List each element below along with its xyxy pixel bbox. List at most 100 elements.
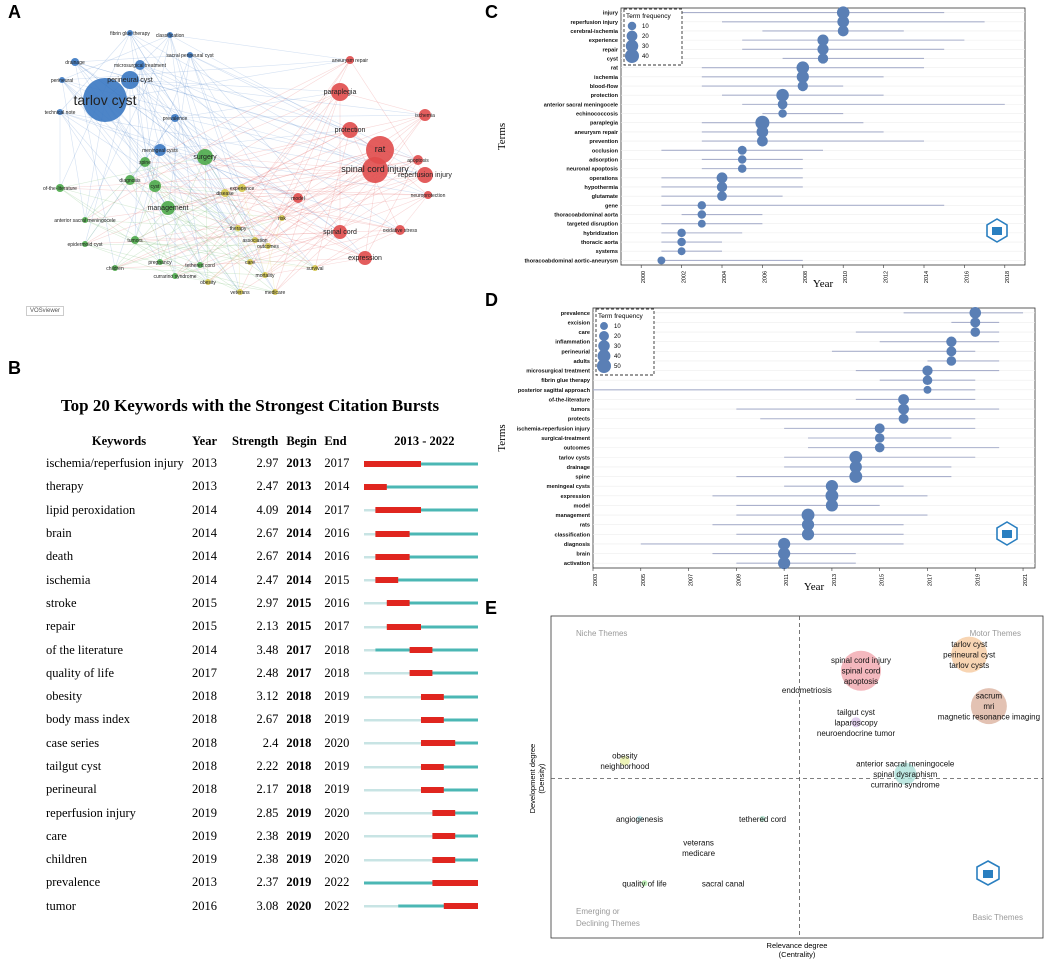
network-edge (224, 129, 351, 194)
burst-active-segment (421, 788, 479, 792)
network-node-label: diagnosis (119, 178, 141, 184)
network-node-label: neuroprotection (411, 193, 446, 199)
begin-cell: 2019 (286, 875, 312, 890)
network-node (197, 149, 213, 165)
burst-red-segment (421, 740, 456, 747)
y-axis-sublabel: (Density) (537, 763, 546, 794)
burst-active-segment (387, 625, 479, 629)
term-point (677, 247, 686, 256)
network-edge (134, 149, 161, 241)
network-edge (114, 267, 266, 276)
burst-red-segment (364, 483, 388, 490)
term-label: excision (568, 320, 591, 326)
burst-inactive-segment (364, 532, 376, 536)
network-node (71, 58, 79, 66)
network-edge (74, 61, 116, 269)
term-label: prevalence (561, 311, 590, 317)
year-cell: 2016 (192, 898, 217, 913)
burst-row: of the literature 2014 3.48 2017 2018 (40, 638, 484, 661)
network-edge (139, 64, 401, 231)
network-node-label: model (291, 196, 305, 202)
network-node (197, 262, 203, 268)
network-edge (169, 34, 201, 266)
network-edge (129, 79, 341, 233)
begin-cell: 2013 (286, 479, 312, 494)
term-label: thoracic aorta (581, 240, 619, 246)
burst-red-segment (432, 810, 456, 817)
network-node-label: rat (375, 144, 386, 154)
network-edge (174, 231, 341, 277)
legend-title: Term frequency (598, 313, 644, 320)
term-point (796, 61, 810, 74)
network-edge (249, 261, 316, 269)
network-edge (139, 64, 226, 194)
theme-label: angiogenesis (616, 815, 663, 824)
term-point (817, 53, 829, 64)
burst-row: ischemia/reperfusion injury 2013 2.97 2013 2… (40, 452, 484, 475)
term-label: spine (575, 475, 590, 481)
burst-timeline-cell (364, 825, 484, 848)
network-edge (129, 79, 276, 293)
network-edge (167, 149, 381, 209)
network-node (112, 265, 118, 271)
end-cell: 2016 (324, 526, 350, 541)
theme-bubble (840, 650, 881, 691)
term-label: protects (568, 417, 590, 423)
burst-timeline (364, 483, 479, 490)
network-node-label: paraplegia (324, 89, 357, 96)
network-node (171, 114, 179, 122)
term-point (801, 528, 815, 541)
term-point (757, 135, 768, 147)
term-point (697, 219, 706, 228)
term-label: microsurgical treatment (526, 369, 590, 375)
keyword-cell: obesity (46, 689, 83, 704)
year-cell: 2014 (192, 526, 217, 541)
network-edge (84, 231, 341, 245)
theme-label: endometriosis (782, 686, 832, 695)
network-edge (139, 64, 351, 131)
panel-letter-d: D (485, 290, 498, 310)
network-edge (281, 217, 366, 259)
strength-cell: 2.48 (256, 665, 279, 680)
burst-timeline-cell (364, 871, 484, 894)
burst-timeline-cell (364, 615, 484, 638)
end-cell: 2016 (324, 549, 350, 564)
burst-inactive-segment (364, 625, 388, 629)
term-label: cerebral-ischemia (570, 29, 618, 35)
term-point (755, 115, 770, 130)
network-node-label: tarlov cyst (73, 92, 136, 108)
network-node (331, 83, 349, 101)
term-point (946, 356, 957, 366)
network-edge (144, 161, 241, 293)
network-edge (84, 34, 171, 221)
theme-label: apoptosis (844, 677, 878, 686)
theme-label: neuroendocrine tumor (817, 729, 896, 738)
keyword-cell: therapy (46, 479, 84, 494)
theme-bubble (619, 755, 630, 766)
burst-timeline-cell (364, 452, 484, 475)
term-point (801, 508, 815, 522)
network-edge (349, 129, 429, 196)
network-edge (241, 187, 366, 259)
begin-cell: 2014 (286, 549, 312, 564)
network-edge (61, 34, 171, 81)
end-cell: 2019 (324, 782, 350, 797)
burst-red-segment (444, 903, 479, 910)
strength-cell: 2.67 (256, 549, 279, 564)
burst-timeline (364, 833, 479, 840)
term-label: prevention (589, 139, 618, 145)
network-node (59, 77, 65, 83)
term-point (756, 126, 769, 138)
begin-cell: 2019 (286, 828, 312, 843)
network-node-label: cyst (151, 184, 161, 190)
network-node-label: aneurysm repair (332, 58, 368, 64)
term-label: surgical-treatment (541, 436, 590, 442)
network-node (154, 144, 166, 156)
network-node-label: spine (139, 160, 151, 166)
network-edge (159, 149, 401, 231)
term-point (970, 317, 981, 328)
legend-size-marker (600, 322, 608, 330)
network-node (221, 189, 229, 197)
network-node (362, 157, 388, 183)
x-tick-label: 2017 (927, 574, 933, 586)
